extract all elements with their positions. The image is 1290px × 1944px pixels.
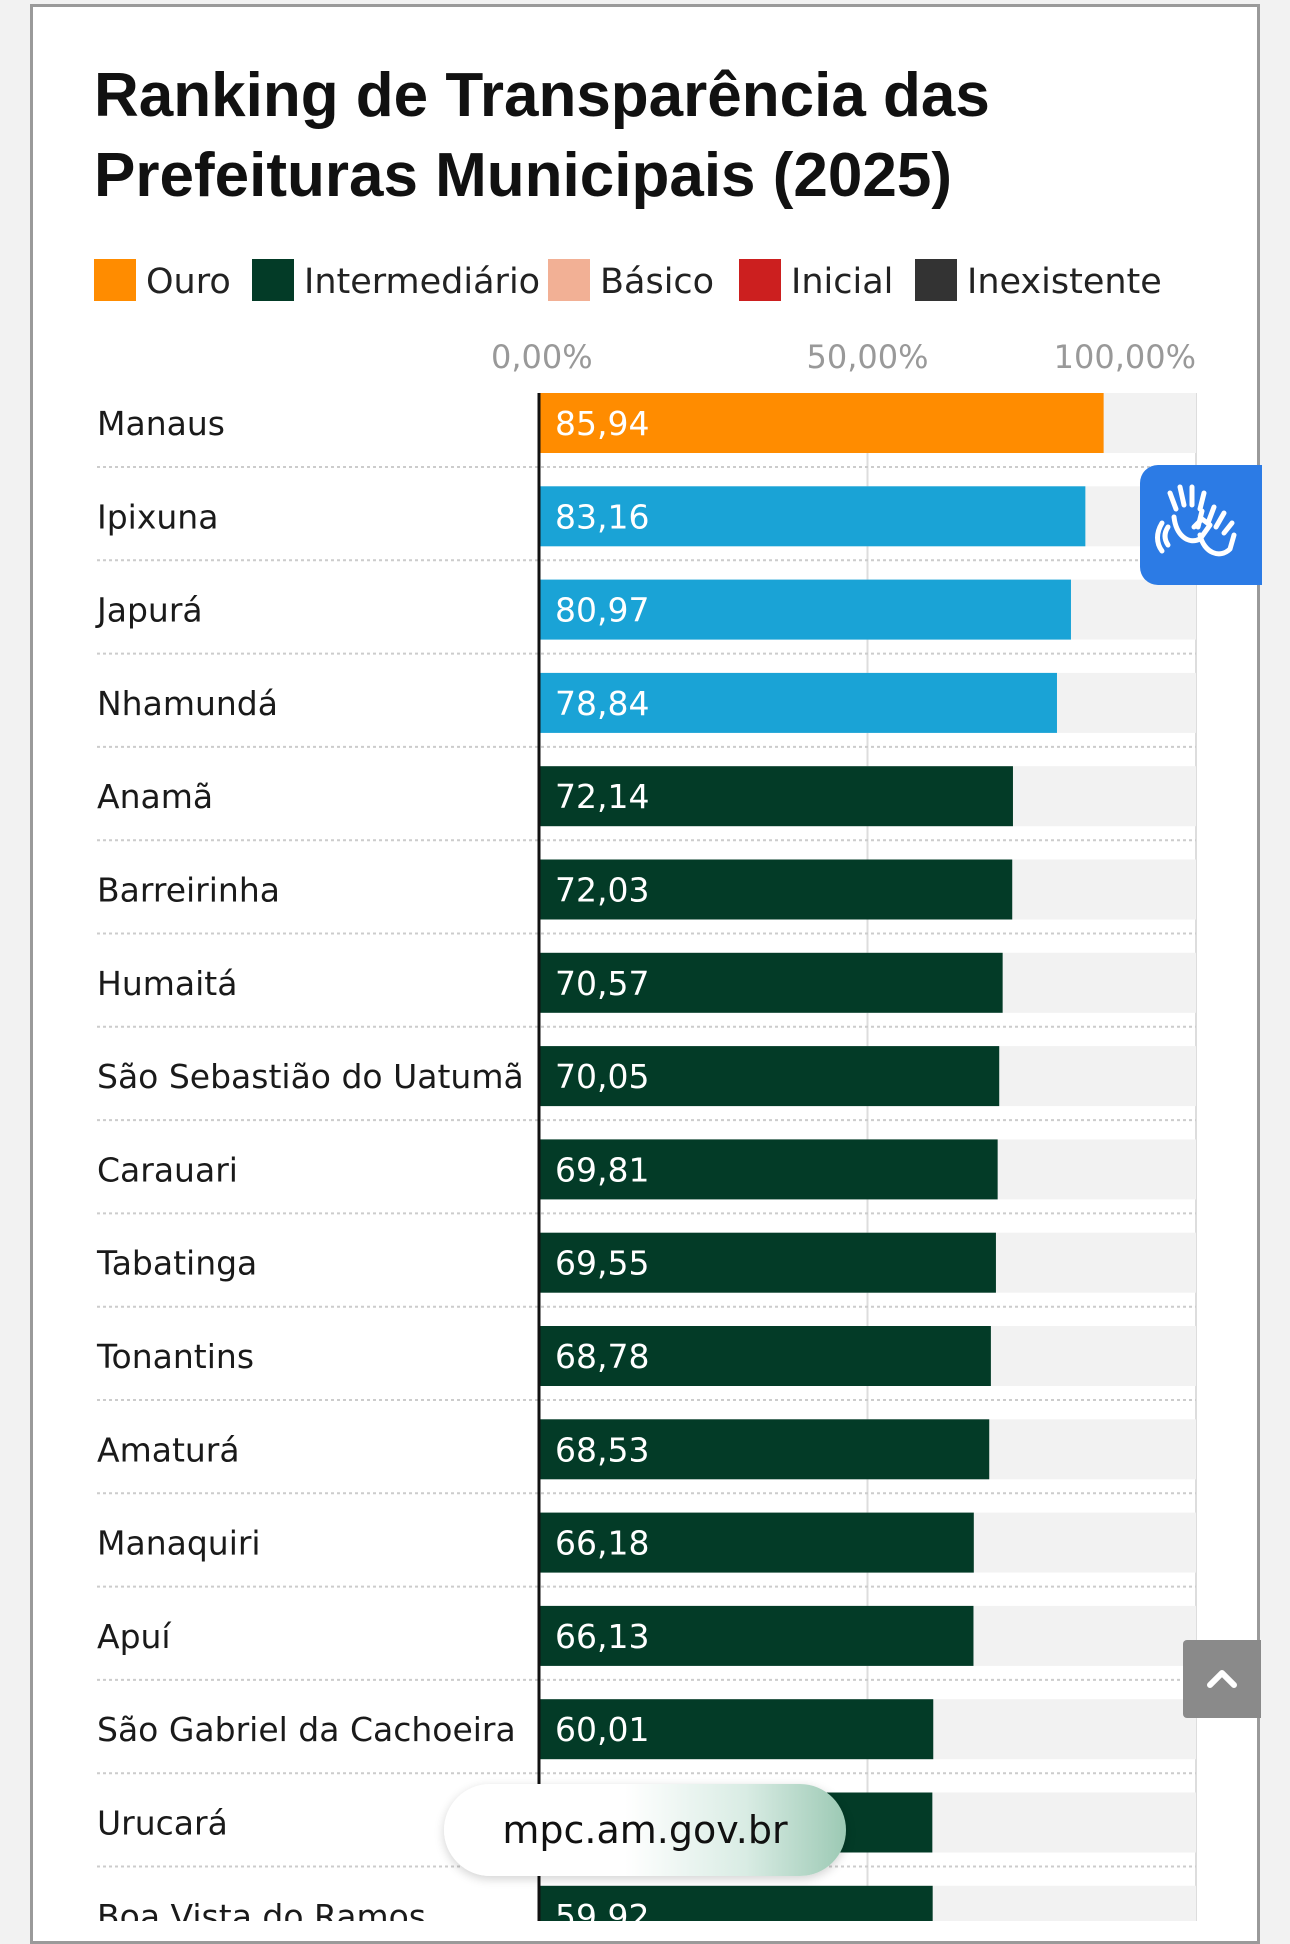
source-badge: mpc.am.gov.br: [444, 1784, 846, 1876]
libras-accessibility-button[interactable]: [1140, 465, 1262, 585]
value-label: 72,03: [555, 871, 649, 910]
legend-swatch-ouro: [94, 259, 136, 301]
category-label: São Gabriel da Cachoeira: [97, 1710, 516, 1749]
scroll-to-top-button[interactable]: [1183, 1640, 1261, 1718]
category-label: Boa Vista do Ramos: [97, 1897, 426, 1921]
category-label: Barreirinha: [97, 871, 280, 910]
value-label: 70,05: [555, 1057, 649, 1096]
bar-ipixuna: [539, 486, 1086, 547]
bar-barreirinha: [539, 859, 1013, 920]
legend-swatch-intermediario: [252, 259, 294, 301]
value-label: 69,55: [555, 1244, 649, 1283]
category-label: Tabatinga: [96, 1244, 257, 1283]
value-label: 83,16: [555, 497, 649, 536]
bar-tabatinga: [539, 1232, 996, 1293]
bar-tonantins: [539, 1326, 991, 1386]
x-axis-ticks: 0,00% 50,00% 100,00%: [491, 338, 1196, 376]
category-label: Carauari: [97, 1150, 238, 1189]
value-label: 59,92: [555, 1897, 649, 1921]
chart-title: Ranking de Transparência das Prefeituras…: [94, 61, 990, 210]
bar-sao-gabriel-da-cachoeira: [539, 1699, 934, 1760]
category-label: Japurá: [95, 591, 203, 630]
category-label: Manaus: [97, 404, 225, 443]
legend-label-ouro: Ouro: [146, 262, 231, 302]
value-label: 68,78: [555, 1337, 649, 1376]
chevron-up-icon: [1207, 1670, 1237, 1688]
value-label: 80,97: [555, 591, 649, 630]
value-label: 78,84: [555, 684, 649, 723]
legend-swatch-inicial: [739, 259, 781, 301]
value-labels: 85,94 83,16 80,97 78,84 72,14 72,03 70,57 70,05…: [555, 404, 649, 1921]
category-label: Nhamundá: [97, 684, 278, 723]
category-labels: Manaus Ipixuna Japurá Nhamundá Anamã Barreiri…: [95, 404, 524, 1921]
sign-language-hands-icon: [1155, 484, 1237, 557]
value-label: 60,01: [555, 1710, 649, 1749]
category-label: Anamã: [97, 777, 213, 816]
bar-manaus: [539, 393, 1104, 453]
legend: Ouro Intermediário Básico Inicial Inexistent…: [94, 259, 1162, 302]
value-label: 68,53: [555, 1430, 649, 1469]
x-tick-label: 100,00%: [1054, 338, 1196, 376]
value-label: 70,57: [555, 964, 649, 1003]
value-label: 85,94: [555, 404, 649, 443]
source-url: mpc.am.gov.br: [502, 1808, 788, 1852]
category-label: Humaitá: [97, 964, 237, 1003]
bar-boa-vista-do-ramos: [539, 1885, 933, 1921]
bar-apui: [539, 1605, 974, 1666]
category-label: Urucará: [97, 1804, 228, 1843]
legend-label-inexistente: Inexistente: [967, 262, 1162, 302]
value-label: 66,18: [555, 1524, 649, 1563]
bar-sao-sebastiao-do-uatuma: [539, 1046, 1000, 1107]
category-label: Amaturá: [97, 1430, 240, 1469]
x-tick-label: 0,00%: [491, 338, 593, 376]
legend-label-inicial: Inicial: [791, 262, 893, 302]
bar-carauari: [539, 1139, 998, 1200]
bar-humaita: [539, 952, 1003, 1013]
category-label: Tonantins: [96, 1337, 254, 1376]
category-label: Apuí: [97, 1617, 172, 1656]
bar-nhamunda: [539, 672, 1057, 733]
x-tick-label: 50,00%: [806, 338, 928, 376]
value-label: 72,14: [555, 777, 649, 816]
bar-anama: [539, 766, 1013, 827]
bar-manaquiri: [539, 1512, 974, 1573]
legend-label-intermediario: Intermediário: [304, 262, 540, 302]
category-label: São Sebastião do Uatumã: [97, 1057, 524, 1096]
bar-amatura: [539, 1419, 990, 1480]
bar-japura: [539, 579, 1071, 640]
legend-label-basico: Básico: [600, 262, 714, 302]
value-label: 69,81: [555, 1150, 649, 1189]
legend-swatch-basico: [548, 259, 590, 301]
category-label: Manaquiri: [97, 1524, 261, 1563]
category-label: Ipixuna: [97, 497, 218, 536]
legend-swatch-inexistente: [915, 259, 957, 301]
value-label: 66,13: [555, 1617, 649, 1656]
